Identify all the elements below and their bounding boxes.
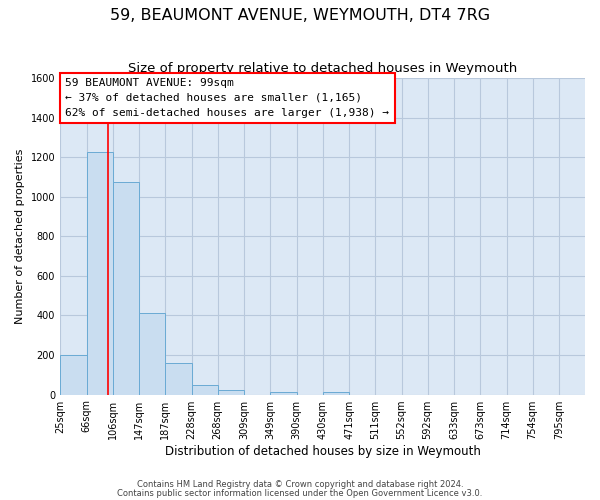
Bar <box>86 152 113 394</box>
Bar <box>113 182 139 394</box>
Bar <box>191 384 218 394</box>
Text: 59, BEAUMONT AVENUE, WEYMOUTH, DT4 7RG: 59, BEAUMONT AVENUE, WEYMOUTH, DT4 7RG <box>110 8 490 22</box>
Bar <box>218 390 244 394</box>
Bar <box>323 392 349 394</box>
Text: Contains HM Land Registry data © Crown copyright and database right 2024.: Contains HM Land Registry data © Crown c… <box>137 480 463 489</box>
Bar <box>60 355 86 395</box>
Title: Size of property relative to detached houses in Weymouth: Size of property relative to detached ho… <box>128 62 517 76</box>
Bar <box>270 392 296 394</box>
X-axis label: Distribution of detached houses by size in Weymouth: Distribution of detached houses by size … <box>164 444 481 458</box>
Text: Contains public sector information licensed under the Open Government Licence v3: Contains public sector information licen… <box>118 489 482 498</box>
Bar <box>139 314 165 394</box>
Bar <box>165 363 191 394</box>
Y-axis label: Number of detached properties: Number of detached properties <box>15 148 25 324</box>
Text: 59 BEAUMONT AVENUE: 99sqm
← 37% of detached houses are smaller (1,165)
62% of se: 59 BEAUMONT AVENUE: 99sqm ← 37% of detac… <box>65 78 389 118</box>
